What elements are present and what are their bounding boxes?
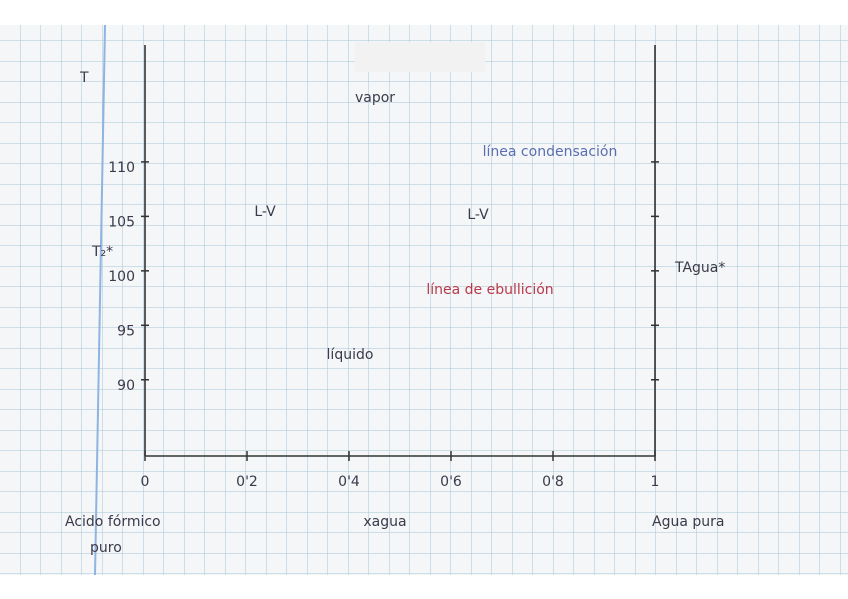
annotation: T₂*	[91, 244, 113, 260]
annotation: líquido	[327, 347, 374, 363]
x-tick-label: 0	[141, 474, 150, 490]
annotation: Agua pura	[652, 514, 724, 530]
y-tick-label: 105	[108, 214, 135, 230]
annotation: L-V	[467, 207, 489, 223]
annotation: vapor	[355, 90, 395, 106]
y-tick-label: 90	[117, 378, 135, 394]
annotation: puro	[90, 540, 122, 556]
x-tick-label: 0'8	[542, 474, 564, 490]
annotation: L-V	[254, 204, 276, 220]
series-label: línea de ebullición	[426, 282, 553, 298]
graph-paper	[0, 25, 848, 575]
paper-patch	[355, 42, 485, 72]
y-axis-label: T	[79, 70, 89, 86]
x-tick-label: 1	[651, 474, 660, 490]
x-tick-label: 0'4	[338, 474, 360, 490]
series-label: línea condensación	[483, 144, 618, 160]
x-tick-label: 0'2	[236, 474, 258, 490]
y-tick-label: 95	[117, 323, 135, 339]
annotation: TAgua*	[674, 260, 725, 276]
y-tick-label: 100	[108, 269, 135, 285]
margin-line	[94, 24, 106, 576]
annotation: Acido fórmico	[65, 514, 161, 530]
x-tick-label: 0'6	[440, 474, 462, 490]
x-axis-label: xagua	[363, 514, 406, 530]
y-tick-label: 110	[108, 160, 135, 176]
